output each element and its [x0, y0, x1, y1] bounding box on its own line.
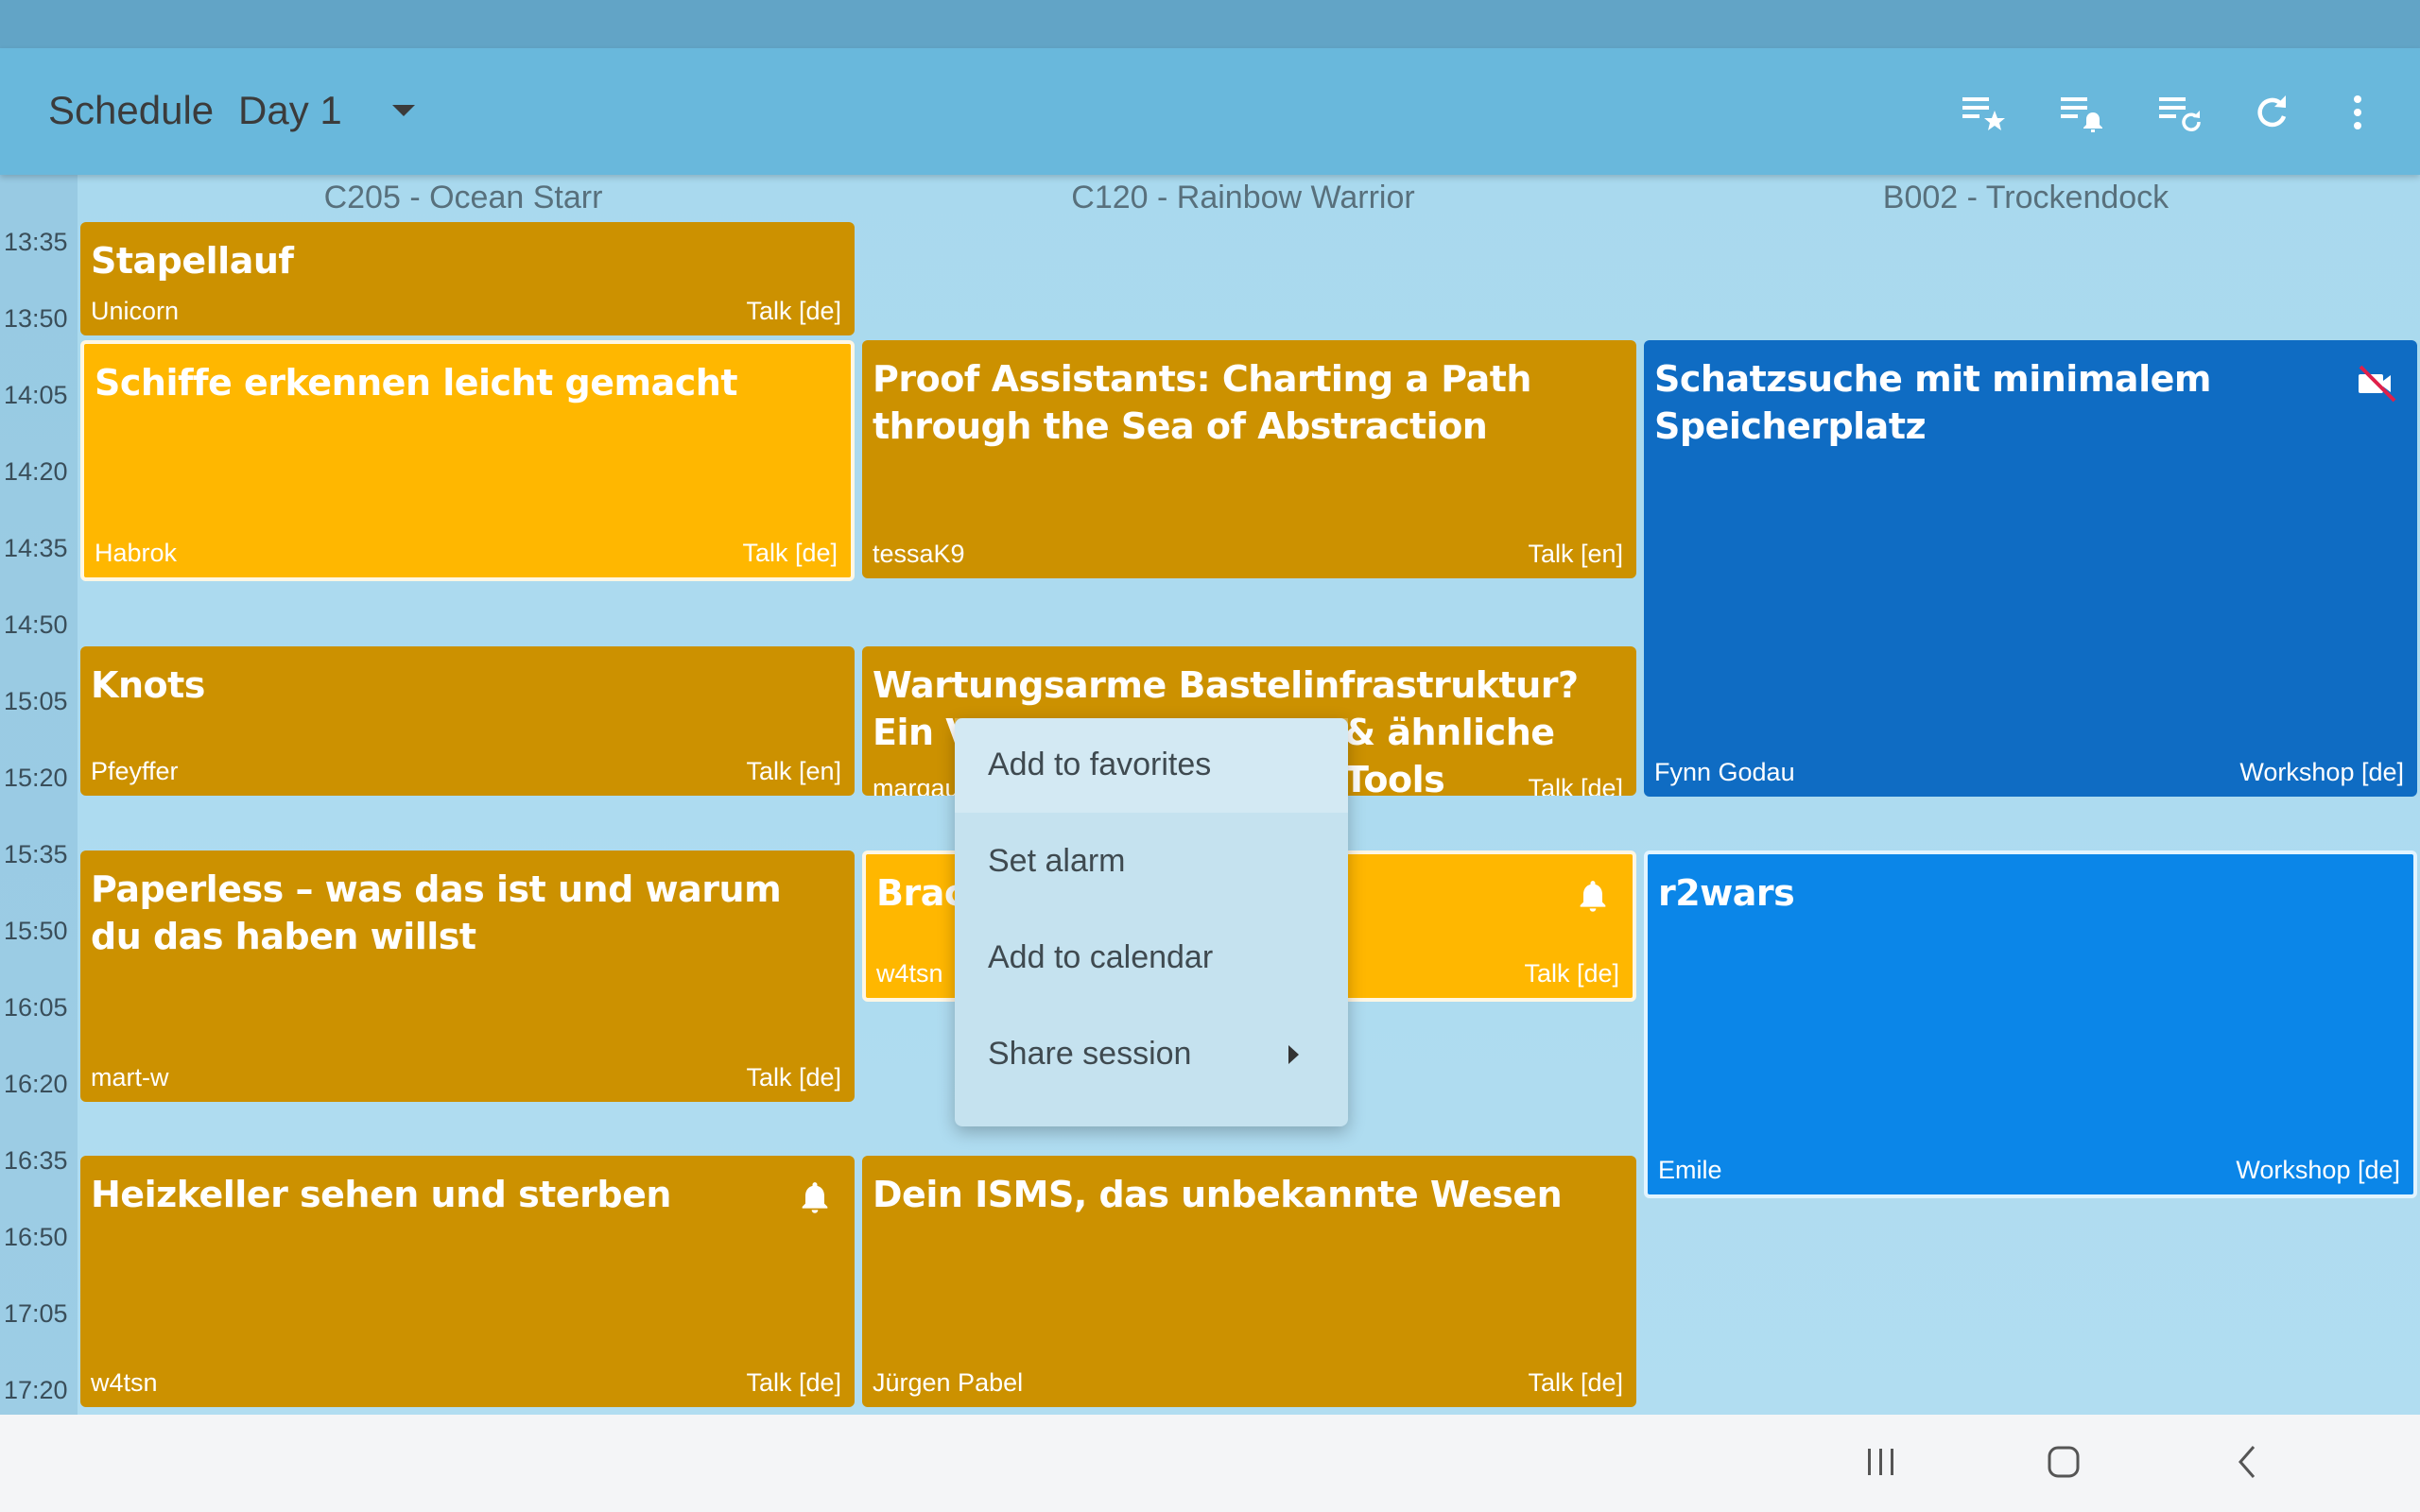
more-vert-icon[interactable]	[2329, 84, 2386, 141]
session-card[interactable]: Paperless – was das ist und warum du das…	[80, 850, 855, 1102]
session-title: Proof Assistants: Charting a Path throug…	[873, 358, 1531, 447]
time-label: 14:05	[4, 381, 68, 409]
time-label: 16:50	[4, 1223, 68, 1251]
session-type: Talk [de]	[742, 539, 838, 567]
session-speaker: Jürgen Pabel	[873, 1368, 1024, 1397]
session-title-end: & ähnliche Tools	[1344, 712, 1555, 796]
time-label: 15:35	[4, 840, 68, 868]
session-speaker: Habrok	[95, 539, 178, 567]
session-type: Talk [de]	[1528, 774, 1623, 796]
session-speaker: tessaK9	[873, 540, 965, 568]
time-label: 17:05	[4, 1299, 68, 1328]
no-video-icon	[2359, 365, 2396, 403]
context-menu: Add to favorites Set alarm Add to calend…	[955, 718, 1348, 1126]
session-type: Talk [de]	[746, 1368, 841, 1397]
day-selector[interactable]: Day 1	[238, 88, 342, 132]
session-title: Heizkeller sehen und sterben	[91, 1174, 671, 1215]
menu-item-add-to-calendar[interactable]: Add to calendar	[988, 939, 1214, 975]
time-label: 13:50	[4, 304, 68, 333]
time-label: 16:05	[4, 993, 68, 1022]
system-nav-bar	[0, 1415, 2420, 1512]
app-bar: Schedule Day 1	[0, 48, 2420, 175]
session-type: Talk [de]	[746, 1063, 841, 1091]
time-label: 14:50	[4, 610, 68, 639]
refresh-icon[interactable]	[2244, 84, 2301, 141]
chevron-down-icon[interactable]	[392, 105, 415, 116]
session-title: Paperless – was das ist und warum du das…	[91, 868, 782, 957]
session-title: Knots	[91, 664, 205, 706]
session-speaker: Pfeyffer	[91, 757, 179, 785]
time-label: 17:20	[4, 1376, 68, 1404]
chevron-right-icon	[1288, 1045, 1299, 1064]
session-type: Workshop [de]	[2236, 1156, 2400, 1184]
bell-icon	[802, 1182, 828, 1213]
refresh-list-icon[interactable]	[2152, 84, 2208, 141]
session-card[interactable]: Schatzsuche mit minimalem Speicherplatz …	[1644, 340, 2417, 797]
session-card[interactable]: r2wars Emile Workshop [de]	[1644, 850, 2417, 1198]
time-label: 14:20	[4, 457, 68, 486]
menu-item-add-to-favorites[interactable]: Add to favorites	[955, 718, 1348, 813]
session-speaker: w4tsn	[876, 959, 943, 988]
session-card[interactable]: Heizkeller sehen und sterben w4tsn Talk …	[80, 1156, 855, 1407]
time-label: 14:35	[4, 534, 68, 562]
session-title: Schatzsuche mit minimalem Speicherplatz	[1654, 358, 2211, 447]
session-speaker: Fynn Godau	[1654, 758, 1795, 786]
time-label: 16:35	[4, 1146, 68, 1175]
session-title: Dein ISMS, das unbekannte Wesen	[873, 1174, 1563, 1215]
session-title: Schiffe erkennen leicht gemacht	[95, 362, 738, 404]
room-header: C120 - Rainbow Warrior	[1071, 180, 1415, 215]
session-speaker: Emile	[1658, 1156, 1722, 1184]
menu-item-set-alarm[interactable]: Set alarm	[988, 843, 1126, 879]
session-speaker: Unicorn	[91, 297, 180, 325]
room-header: C205 - Ocean Starr	[323, 180, 603, 215]
session-card[interactable]: Dein ISMS, das unbekannte Wesen Jürgen P…	[862, 1156, 1636, 1407]
alarm-list-icon[interactable]	[2053, 84, 2110, 141]
session-type: Workshop [de]	[2239, 758, 2404, 786]
session-type: Talk [de]	[746, 297, 841, 325]
session-card[interactable]: Knots Pfeyffer Talk [en]	[80, 646, 855, 796]
bell-icon	[1580, 881, 1606, 912]
time-label: 16:20	[4, 1070, 68, 1098]
menu-item-share-session[interactable]: Share session	[955, 1007, 1348, 1102]
session-speaker: margau	[873, 774, 959, 796]
room-header: B002 - Trockendock	[1882, 180, 2169, 215]
recent-apps-icon[interactable]	[1848, 1434, 1914, 1490]
time-label: 15:20	[4, 764, 68, 792]
status-bar	[0, 0, 2420, 48]
session-card[interactable]: Stapellauf Unicorn Talk [de]	[80, 222, 855, 335]
session-type: Talk [de]	[1528, 1368, 1623, 1397]
time-label: 13:35	[4, 228, 68, 256]
session-card[interactable]: Proof Assistants: Charting a Path throug…	[862, 340, 1636, 578]
session-title: r2wars	[1658, 872, 1795, 914]
session-type: Talk [en]	[1528, 540, 1623, 568]
time-label: 15:50	[4, 917, 68, 945]
session-title: Stapellauf	[91, 240, 294, 282]
back-icon[interactable]	[2215, 1434, 2281, 1490]
session-type: Talk [de]	[1524, 959, 1619, 988]
time-gutter	[0, 175, 78, 1415]
home-icon[interactable]	[2031, 1434, 2097, 1490]
session-card[interactable]: Schiffe erkennen leicht gemacht Habrok T…	[80, 340, 855, 581]
time-label: 15:05	[4, 687, 68, 715]
session-type: Talk [en]	[746, 757, 841, 785]
page-title: Schedule	[48, 88, 215, 132]
session-speaker: w4tsn	[91, 1368, 158, 1397]
starred-list-icon[interactable]	[1955, 84, 2012, 141]
session-speaker: mart-w	[91, 1063, 169, 1091]
